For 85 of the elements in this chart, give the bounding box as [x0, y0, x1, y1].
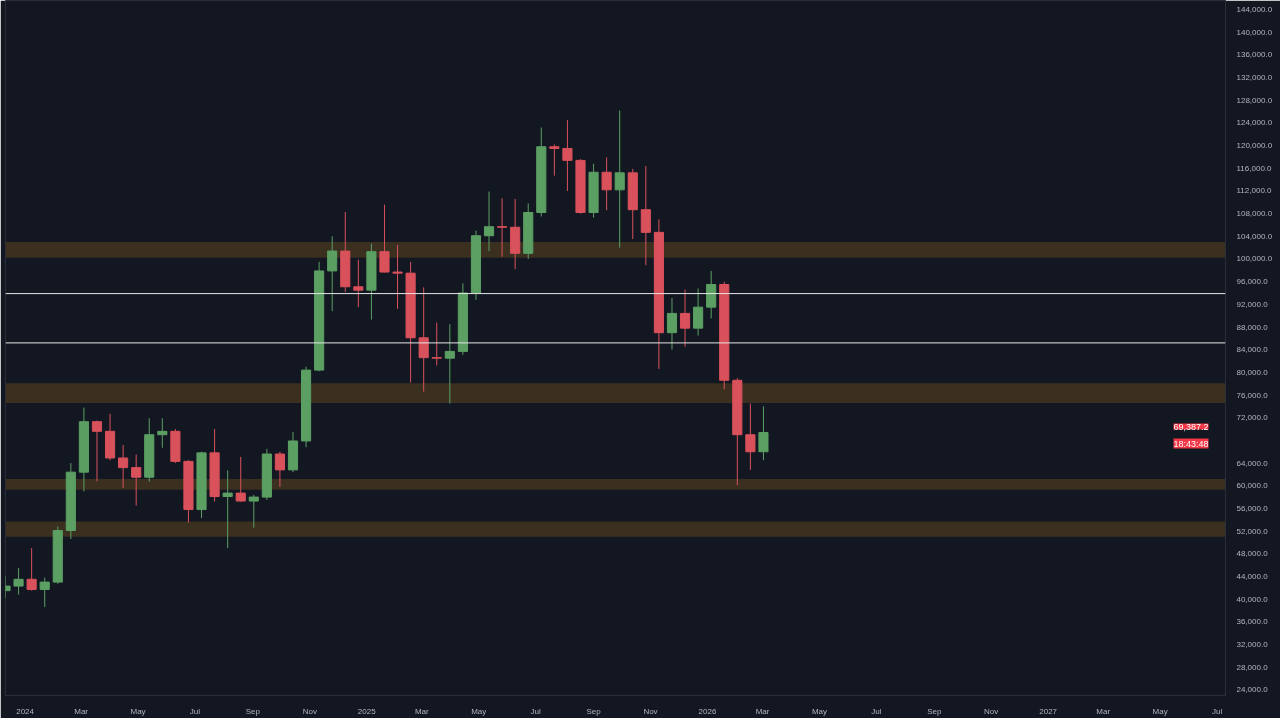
- annotation: 18:43:48: [1173, 438, 1209, 449]
- y-tick-label: 48,000.0: [1236, 549, 1269, 559]
- x-tick-label: Sep: [586, 706, 602, 716]
- y-tick-label: 56,000.0: [1236, 503, 1269, 513]
- x-tick-label: 2024: [16, 706, 35, 716]
- x-tick-label: Nov: [643, 706, 658, 716]
- y-tick-label: 116,000.0: [1236, 163, 1273, 173]
- y-tick-label: 84,000.0: [1236, 345, 1269, 355]
- y-tick-label: 120,000.0: [1236, 141, 1273, 151]
- candlestick: [444, 323, 455, 405]
- candlestick: [274, 451, 285, 488]
- y-tick-label: 76,000.0: [1236, 390, 1269, 400]
- y-tick-label: 112,000.0: [1236, 186, 1273, 196]
- y-tick-label: 124,000.0: [1236, 118, 1273, 128]
- y-tick-label: 52,000.0: [1236, 526, 1269, 536]
- candlestick: [483, 191, 495, 252]
- x-tick-label: 2027: [1039, 706, 1058, 716]
- x-tick-label: Mar: [755, 706, 770, 716]
- candlestick: [418, 286, 429, 393]
- y-tick-label: 96,000.0: [1236, 277, 1269, 287]
- candlestick: [431, 321, 442, 367]
- candlestick: [353, 259, 364, 308]
- y-tick-label: 36,000.0: [1236, 617, 1269, 627]
- x-tick-label: Mar: [414, 706, 430, 716]
- candlestick: [235, 456, 246, 503]
- candlestick: [131, 454, 142, 507]
- candlestick: [497, 197, 508, 258]
- y-tick-label: 92,000.0: [1236, 299, 1269, 309]
- x-tick-label: May: [130, 706, 146, 716]
- x-tick-label: Jul: [530, 706, 542, 716]
- candlestick: [745, 403, 756, 471]
- candlestick: [379, 204, 390, 274]
- candlestick: [222, 469, 233, 549]
- x-tick-label: Sep: [245, 706, 261, 716]
- y-tick-label: 80,000.0: [1236, 367, 1269, 377]
- candlestick: [614, 109, 625, 249]
- candlestick: [693, 287, 704, 337]
- candlestick: [562, 119, 573, 192]
- y-tick-label: 28,000.0: [1236, 662, 1269, 672]
- y-tick-label: 60,000.0: [1236, 481, 1269, 491]
- x-tick-label: May: [811, 706, 828, 716]
- x-tick-label: 2025: [357, 706, 377, 716]
- y-tick-label: 40,000.0: [1236, 594, 1269, 604]
- candlestick: [706, 270, 717, 320]
- candlestick: [248, 494, 259, 529]
- candlestick: [549, 143, 560, 177]
- y-tick-label: 72,000.0: [1236, 413, 1269, 423]
- y-tick-label: 100,000.0: [1236, 254, 1273, 264]
- y-tick-label: 136,000.0: [1236, 50, 1273, 60]
- candlestick: [13, 567, 24, 596]
- candlestick: [679, 289, 691, 348]
- y-tick-label: 24,000.0: [1236, 685, 1269, 695]
- candlestick: [157, 417, 168, 449]
- y-tick-label: 128,000.0: [1236, 95, 1273, 105]
- candlestick: [758, 405, 769, 461]
- y-tick-label: 32,000.0: [1236, 639, 1269, 649]
- candlestick: [91, 420, 103, 482]
- x-tick-label: Jul: [1211, 706, 1223, 716]
- x-tick-label: 2026: [698, 706, 717, 716]
- x-tick-label: Mar: [74, 706, 89, 716]
- candlestick: [327, 235, 338, 312]
- y-tick-label: 140,000.0: [1236, 27, 1273, 37]
- y-tick-label: 88,000.0: [1236, 322, 1269, 332]
- annotation: 69,387.2: [1173, 421, 1209, 432]
- y-tick-label: 64,000.0: [1236, 458, 1269, 468]
- candlestick: [39, 577, 50, 608]
- x-tick-label: Nov: [984, 706, 999, 716]
- x-tick-label: May: [471, 706, 487, 716]
- candlestick: [118, 444, 129, 489]
- x-tick-label: Jul: [189, 706, 201, 716]
- candlestick: [640, 165, 651, 266]
- x-tick-label: Mar: [1096, 706, 1111, 716]
- x-tick-label: May: [1152, 706, 1168, 716]
- y-tick-label: 44,000.0: [1236, 571, 1269, 581]
- candlestick: [666, 297, 678, 351]
- y-tick-label: 108,000.0: [1236, 209, 1273, 219]
- candlestick: [601, 157, 612, 211]
- y-tick-label: 104,000.0: [1236, 231, 1273, 241]
- y-tick-label: 144,000.0: [1236, 5, 1273, 15]
- x-tick-label: Nov: [302, 706, 317, 716]
- candlestick: [392, 244, 403, 310]
- candlestick: [26, 547, 37, 592]
- y-tick-label: 132,000.0: [1236, 73, 1273, 83]
- x-tick-label: Jul: [871, 706, 882, 716]
- x-tick-label: Sep: [927, 706, 942, 716]
